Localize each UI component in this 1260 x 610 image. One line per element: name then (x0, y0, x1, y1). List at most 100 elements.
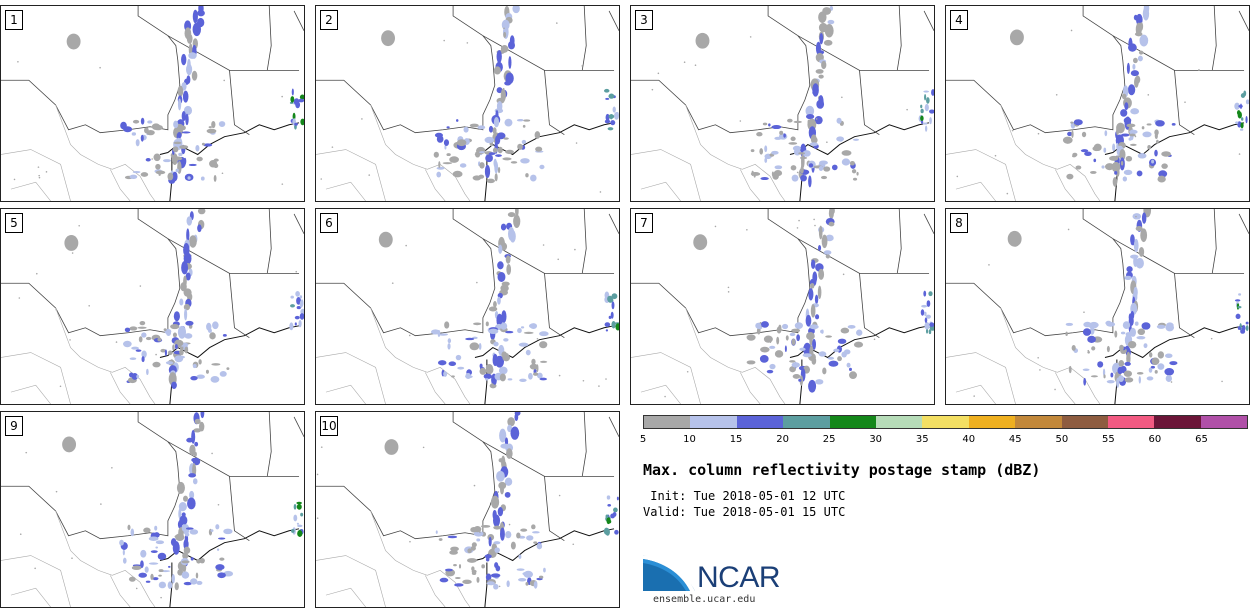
echo-cell (1083, 311, 1085, 314)
echo-cell (924, 125, 928, 132)
echo-cell (1235, 121, 1239, 124)
echo-cell (218, 121, 226, 127)
echo-cell (608, 93, 615, 99)
echo-cell (798, 152, 805, 155)
echo-cell (841, 158, 851, 166)
echo-cell (146, 368, 149, 376)
state-border (1, 238, 181, 337)
echo-cell (826, 141, 828, 143)
county-border (370, 510, 471, 607)
panel-label: 4 (950, 10, 968, 30)
county-border (370, 104, 471, 201)
echo-cell (799, 156, 808, 160)
echo-cell (490, 495, 500, 509)
echo-cell (756, 132, 763, 137)
echo-cell (504, 80, 512, 86)
echo-cell (444, 144, 447, 150)
echo-cell (66, 33, 81, 50)
state-border (581, 209, 587, 274)
ncar-swoosh-icon (643, 555, 695, 591)
echo-cell (536, 364, 539, 373)
echo-cell (422, 446, 425, 449)
echo-cell (534, 131, 541, 139)
echo-cell (171, 381, 177, 390)
echo-cell (492, 147, 498, 153)
echo-cell (192, 478, 198, 485)
echo-cell (843, 349, 851, 355)
echo-cell (502, 87, 505, 90)
echo-cell (607, 503, 612, 507)
echo-cell (488, 328, 499, 335)
echo-cell (607, 295, 613, 303)
echo-cell (164, 349, 167, 357)
echo-cell (111, 466, 113, 469)
echo-cell (497, 271, 506, 283)
echo-cell (496, 132, 506, 140)
echo-cell (543, 567, 546, 573)
echo-cell (186, 437, 194, 443)
echo-cell (167, 581, 173, 590)
echo-cell (769, 336, 772, 344)
county-border (425, 372, 446, 404)
echo-cell (808, 288, 814, 301)
echo-cell (141, 350, 147, 359)
echo-cell (841, 150, 852, 156)
time-info: Init: Tue 2018-05-01 12 UTC Valid: Tue 20… (643, 488, 845, 520)
echo-cell (1184, 101, 1186, 103)
county-border (740, 169, 761, 201)
state-border (1238, 10, 1249, 31)
echo-cell (497, 261, 504, 270)
echo-cell (605, 97, 610, 100)
echo-cell (727, 291, 730, 293)
echo-cell (610, 120, 616, 126)
echo-cell (1150, 365, 1155, 369)
echo-cell (174, 582, 179, 591)
echo-cell (1087, 349, 1090, 352)
echo-cell (1082, 328, 1092, 336)
echo-cell (1234, 102, 1240, 110)
echo-cell (516, 532, 521, 539)
state-border (1211, 209, 1217, 274)
echo-cell (1237, 121, 1242, 128)
echo-cell (811, 80, 814, 83)
echo-cell (809, 324, 819, 330)
echo-cell (478, 151, 486, 154)
echo-cell (195, 572, 199, 579)
echo-cell (1123, 370, 1132, 377)
county-border (55, 104, 156, 201)
echo-cell (492, 379, 497, 385)
echo-cell (444, 568, 453, 572)
echo-cell (827, 19, 835, 25)
county-border (55, 307, 156, 404)
echo-cell (1007, 230, 1022, 247)
echo-cell (1065, 331, 1068, 337)
echo-cell (439, 577, 449, 583)
echo-cell (825, 335, 832, 338)
echo-cell (1132, 213, 1142, 220)
echo-cell (151, 158, 153, 160)
echo-cell (1089, 171, 1097, 174)
echo-cell (463, 126, 469, 133)
echo-cell (1116, 142, 1119, 150)
echo-cell (1120, 331, 1126, 335)
echo-cell (188, 52, 197, 59)
echo-cell (813, 137, 818, 143)
echo-cell (188, 163, 197, 167)
echo-cell (1169, 361, 1178, 366)
map-panel-4: 4 (945, 5, 1250, 202)
echo-cell (557, 258, 560, 261)
echo-cell (1126, 123, 1136, 128)
echo-cell (1138, 246, 1145, 257)
echo-cell (157, 552, 167, 560)
echo-cell (1157, 363, 1165, 370)
echo-cell (1117, 366, 1123, 375)
echo-cell (1156, 139, 1159, 145)
echo-cell (38, 176, 41, 179)
echo-cell (1238, 104, 1243, 108)
echo-cell (299, 300, 303, 308)
echo-cell (297, 530, 303, 537)
echo-cell (784, 345, 787, 353)
echo-cell (510, 161, 518, 164)
state-border (581, 412, 587, 477)
echo-cell (1087, 335, 1096, 343)
